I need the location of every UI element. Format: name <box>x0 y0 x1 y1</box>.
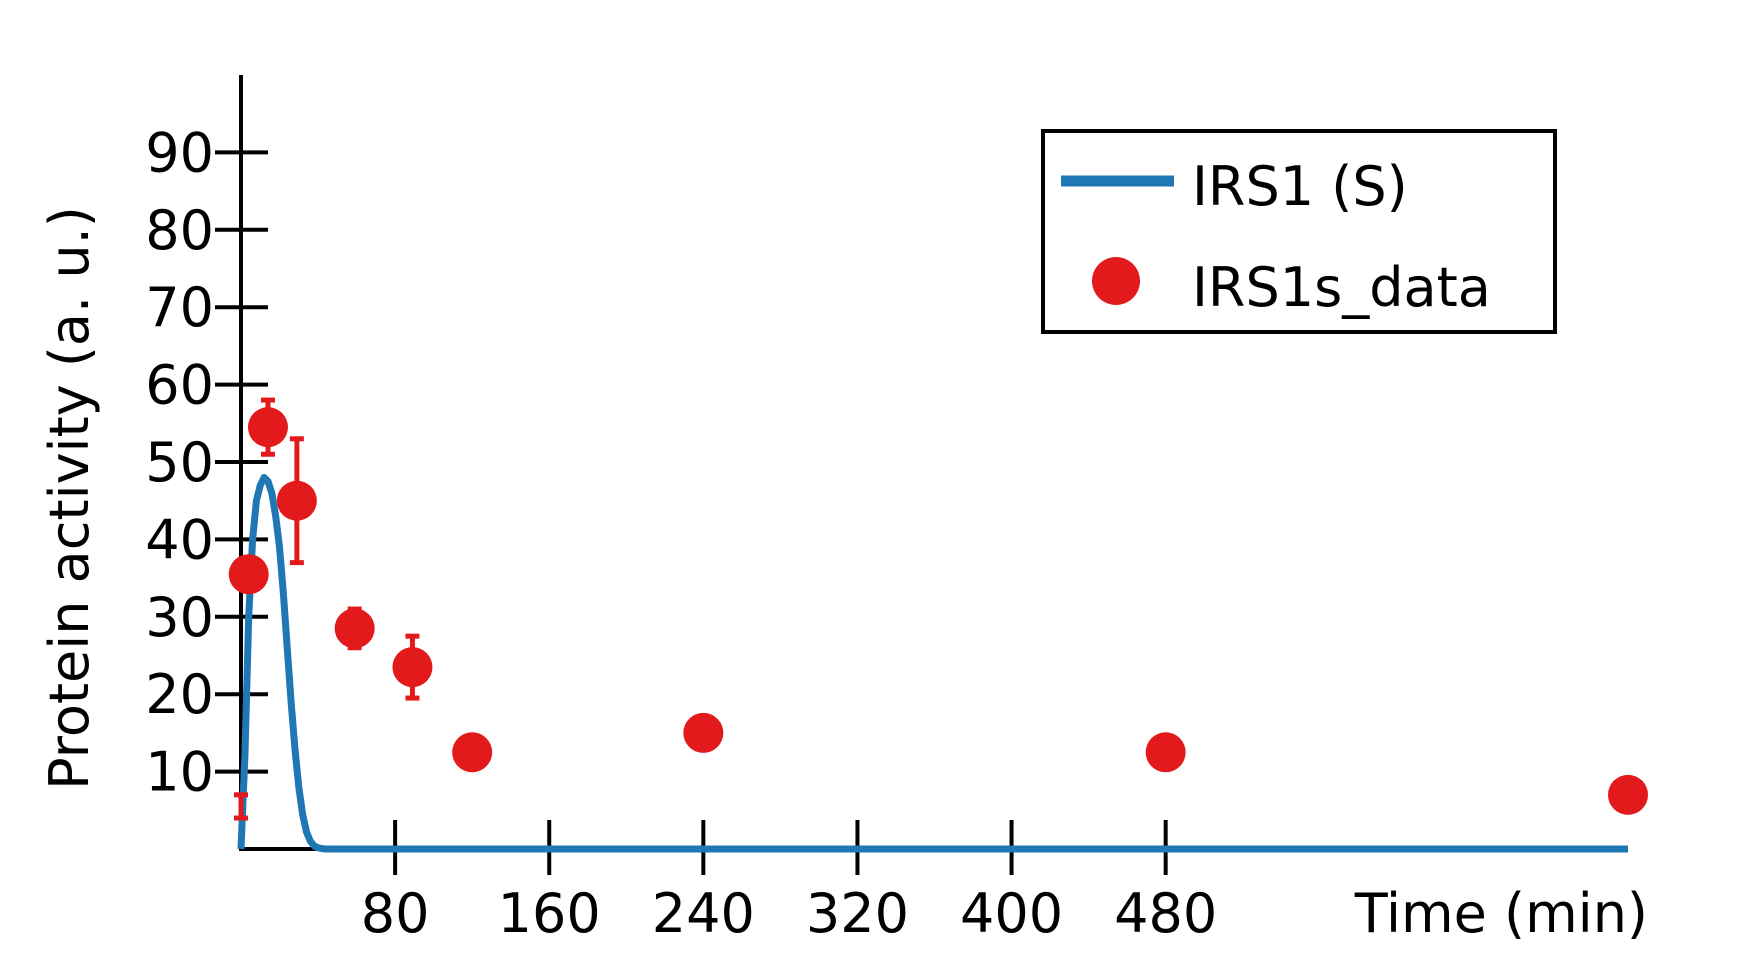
legend-marker-swatch <box>1092 257 1140 305</box>
y-axis-label: Protein activity (a. u.) <box>38 206 101 790</box>
y-tick-label-20: 20 <box>145 663 214 726</box>
series-line-irs1-s <box>237 474 1628 853</box>
data-point-4 <box>334 608 375 649</box>
x-tick-label-480: 480 <box>1114 882 1217 945</box>
x-ticks: 80 160 240 320 400 480 <box>361 820 1217 945</box>
y-tick-label-80: 80 <box>145 199 214 262</box>
y-tick-label-50: 50 <box>145 431 214 494</box>
x-tick-label-400: 400 <box>960 882 1063 945</box>
series-layer <box>228 397 1648 853</box>
x-tick-label-240: 240 <box>652 882 755 945</box>
data-point-9 <box>1608 774 1648 815</box>
data-point-7 <box>683 712 724 753</box>
data-point-5 <box>392 647 433 688</box>
data-point-2 <box>247 407 288 448</box>
x-tick-label-80: 80 <box>361 882 430 945</box>
legend: IRS1 (S) IRS1s_data <box>1041 129 1557 334</box>
x-tick-label-160: 160 <box>498 882 601 945</box>
y-tick-label-40: 40 <box>145 508 214 571</box>
y-tick-label-10: 10 <box>145 741 214 804</box>
x-tick-label-320: 320 <box>806 882 909 945</box>
x-axis-label: Time (min) <box>1354 882 1648 945</box>
legend-label-scatter: IRS1s_data <box>1192 256 1491 319</box>
data-point-3 <box>276 480 317 521</box>
data-point-8 <box>1145 732 1186 773</box>
y-ticks: 10 20 30 40 50 60 70 80 90 <box>145 121 268 804</box>
y-tick-label-90: 90 <box>145 121 214 184</box>
y-tick-label-60: 60 <box>145 354 214 417</box>
data-point-1 <box>228 554 269 595</box>
y-tick-label-70: 70 <box>145 276 214 339</box>
legend-label-line: IRS1 (S) <box>1192 155 1408 218</box>
data-point-6 <box>452 732 493 773</box>
y-tick-label-30: 30 <box>145 586 214 649</box>
